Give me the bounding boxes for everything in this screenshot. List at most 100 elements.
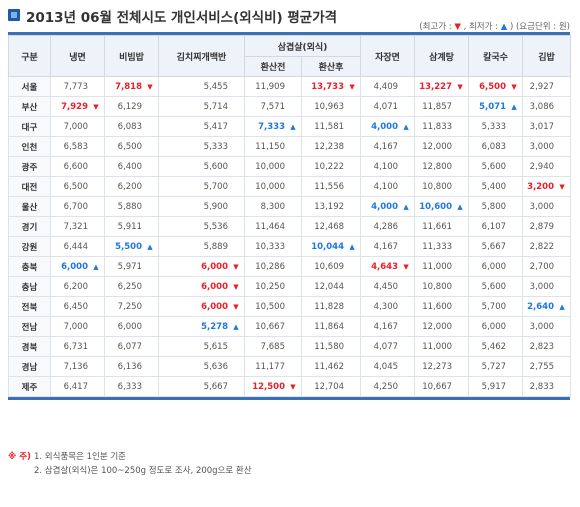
price-value: 6,450 xyxy=(64,302,88,312)
price-table: 구분 냉면 비빔밥 김치찌개백반 삼겹살(외식) 자장면 삼계탕 칼국수 김밥 … xyxy=(8,35,571,397)
price-cell-kimchi-stew: 5,417 xyxy=(159,117,245,137)
price-cell-naengmyeon: 6,500 xyxy=(51,177,105,197)
table-row: 충남 6,200 6,250 6,000 ▼ 10,250 12,044 4,450 10,80… xyxy=(9,277,571,297)
price-cell-jjajangmyeon: 4,167 xyxy=(361,317,415,337)
max-price-icon: ▼ xyxy=(456,83,464,91)
price-value: 2,940 xyxy=(530,162,554,172)
table-row: 대구 7,000 6,083 5,417 7,333 ▲ 11,581 4,000 ▲ 11,83… xyxy=(9,117,571,137)
price-cell-naengmyeon: 7,000 xyxy=(51,317,105,337)
price-cell-samgyeopsal-after: 10,222 xyxy=(302,157,361,177)
price-cell-kimchi-stew: 5,889 xyxy=(159,237,245,257)
price-value: 6,444 xyxy=(64,242,88,252)
price-value: 3,200 xyxy=(527,182,554,192)
price-cell-naengmyeon: 6,417 xyxy=(51,377,105,397)
price-value: 6,107 xyxy=(482,222,506,232)
price-cell-kalguksu: 5,462 xyxy=(469,337,523,357)
price-cell-jjajangmyeon: 4,045 xyxy=(361,357,415,377)
price-cell-gimbap: 3,000 xyxy=(523,197,571,217)
price-cell-gimbap: 3,000 xyxy=(523,317,571,337)
price-value: 11,909 xyxy=(255,82,285,92)
price-value: 11,833 xyxy=(422,122,452,132)
price-cell-samgyeopsal-after: 10,963 xyxy=(302,97,361,117)
price-value: 4,100 xyxy=(374,162,398,172)
price-cell-samgyeopsal-after: 13,192 xyxy=(302,197,361,217)
min-price-icon: ▲ xyxy=(146,243,154,251)
price-value: 10,000 xyxy=(255,182,285,192)
price-value: 13,192 xyxy=(314,202,344,212)
price-value: 5,462 xyxy=(482,342,506,352)
max-price-icon: ▼ xyxy=(146,83,154,91)
price-cell-kalguksu: 5,071 ▲ xyxy=(469,97,523,117)
price-cell-kimchi-stew: 5,714 xyxy=(159,97,245,117)
price-value: 3,000 xyxy=(530,282,554,292)
max-price-icon: ▼ xyxy=(402,263,410,271)
price-cell-naengmyeon: 6,700 xyxy=(51,197,105,217)
price-value: 3,086 xyxy=(530,102,554,112)
price-cell-gimbap: 3,000 xyxy=(523,277,571,297)
price-cell-gimbap: 2,640 ▲ xyxy=(523,297,571,317)
price-value: 10,222 xyxy=(314,162,344,172)
price-cell-jjajangmyeon: 4,450 xyxy=(361,277,415,297)
header-gimbap: 김밥 xyxy=(523,36,571,77)
price-cell-naengmyeon: 7,929 ▼ xyxy=(51,97,105,117)
price-cell-samgyetang: 12,800 xyxy=(415,157,469,177)
price-value: 4,100 xyxy=(374,182,398,192)
price-value: 11,661 xyxy=(422,222,452,232)
price-value: 13,227 xyxy=(419,82,452,92)
price-cell-samgyeopsal-before: 7,333 ▲ xyxy=(245,117,302,137)
price-cell-bibimbap: 6,333 xyxy=(105,377,159,397)
price-value: 6,600 xyxy=(64,162,88,172)
price-value: 6,400 xyxy=(118,162,142,172)
price-value: 11,000 xyxy=(422,342,452,352)
price-legend: (최고가 : ▼ , 최저가 : ▲ ) (요금단위 : 원) xyxy=(419,20,570,32)
price-value: 6,000 xyxy=(201,262,228,272)
price-cell-samgyeopsal-after: 12,044 xyxy=(302,277,361,297)
max-price-icon: ▼ xyxy=(454,22,461,32)
price-cell-bibimbap: 6,136 xyxy=(105,357,159,377)
min-price-icon: ▲ xyxy=(348,243,356,251)
region-cell: 경북 xyxy=(9,337,51,357)
region-cell: 울산 xyxy=(9,197,51,217)
price-cell-kalguksu: 5,800 xyxy=(469,197,523,217)
price-value: 5,333 xyxy=(482,122,506,132)
price-cell-gimbap: 2,940 xyxy=(523,157,571,177)
price-value: 4,409 xyxy=(374,82,398,92)
price-cell-kalguksu: 5,333 xyxy=(469,117,523,137)
price-value: 5,417 xyxy=(204,122,228,132)
price-value: 4,000 xyxy=(371,122,398,132)
legend-open: (최고가 : xyxy=(419,22,451,32)
price-cell-jjajangmyeon: 4,167 xyxy=(361,237,415,257)
header-samgyetang: 삼계탕 xyxy=(415,36,469,77)
price-cell-kimchi-stew: 5,333 xyxy=(159,137,245,157)
price-cell-samgyeopsal-after: 11,556 xyxy=(302,177,361,197)
footnote-1: ※ 주) 1. 외식품목은 1인분 기준 xyxy=(8,450,570,464)
price-cell-jjajangmyeon: 4,409 xyxy=(361,77,415,97)
price-value: 6,250 xyxy=(118,282,142,292)
price-value: 4,300 xyxy=(374,302,398,312)
price-value: 10,500 xyxy=(255,302,285,312)
price-value: 2,822 xyxy=(530,242,554,252)
price-value: 5,917 xyxy=(482,382,506,392)
price-value: 2,700 xyxy=(530,262,554,272)
price-cell-samgyetang: 11,857 xyxy=(415,97,469,117)
price-value: 7,250 xyxy=(118,302,142,312)
price-value: 11,462 xyxy=(314,362,344,372)
price-cell-kimchi-stew: 5,278 ▲ xyxy=(159,317,245,337)
table-row: 제주 6,417 6,333 5,667 12,500 ▼ 12,704 4,250 10,66… xyxy=(9,377,571,397)
min-price-icon: ▲ xyxy=(402,123,410,131)
price-value: 11,333 xyxy=(422,242,452,252)
price-value: 4,071 xyxy=(374,102,398,112)
min-price-icon: ▲ xyxy=(456,203,464,211)
price-cell-kalguksu: 5,700 xyxy=(469,297,523,317)
price-value: 12,000 xyxy=(422,142,452,152)
price-cell-samgyetang: 13,227 ▼ xyxy=(415,77,469,97)
header-kimchi-stew: 김치찌개백반 xyxy=(159,36,245,77)
price-value: 6,500 xyxy=(118,142,142,152)
price-value: 10,609 xyxy=(314,262,344,272)
price-value: 6,000 xyxy=(61,262,88,272)
price-value: 11,864 xyxy=(314,322,344,332)
table-row: 서울 7,773 7,818 ▼ 5,455 11,909 13,733 ▼ 4,409 13,2… xyxy=(9,77,571,97)
header-region: 구분 xyxy=(9,36,51,77)
price-value: 12,238 xyxy=(314,142,344,152)
price-value: 7,000 xyxy=(64,122,88,132)
